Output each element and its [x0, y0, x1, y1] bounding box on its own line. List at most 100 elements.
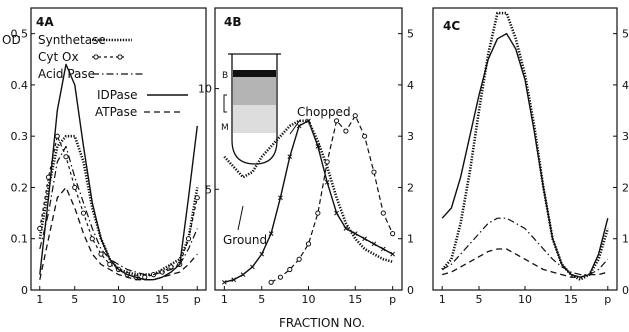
- panel-4b-right-ytick-label: 3: [407, 130, 414, 143]
- panel-4a-series: [37, 63, 200, 281]
- panel-4b-series-3-point: [380, 210, 386, 216]
- legend-atpase-label: ATPase: [95, 105, 137, 119]
- panel-4b-series-3-point: [390, 231, 396, 237]
- panel-4b-series-2-point: [343, 226, 349, 231]
- panel-4a-ytick-label: 0.2: [11, 181, 29, 194]
- panel-4b-right-ytick-label: 0: [407, 284, 414, 297]
- panel-4b-xtick-label: p: [389, 293, 396, 306]
- panel-4b-series-3-point: [268, 279, 274, 285]
- panel-4a-ytick-label: 0.3: [11, 130, 29, 143]
- panel-4a-acid-pase-line: [39, 145, 198, 276]
- panel-4b-series-2-point: [315, 144, 321, 149]
- legend-idpase-label: IDPase: [97, 88, 137, 102]
- annotation-chopped-pointer: [289, 119, 301, 135]
- panel-4c-xtick-label: 1: [439, 293, 446, 306]
- panel-4a-xtick-label: 1: [36, 293, 43, 306]
- panel-4a-cyt-ox-point: [54, 133, 60, 139]
- panel-4a-ytick-label: 0.4: [11, 79, 29, 92]
- panel-4a-xtick-label: 15: [155, 293, 169, 306]
- panel-4b-series-3-point: [287, 266, 293, 273]
- panel-4b-series-2-point: [278, 195, 283, 201]
- panel-4a-xtick-label: 10: [112, 293, 126, 306]
- panel-4a-yticks: 0 0.1 0.2 0.3 0.4 0.5: [11, 28, 35, 297]
- panel-4b-series-2-point: [296, 123, 302, 129]
- panel-4a-xtick-label: 5: [71, 293, 78, 306]
- panel-4b-left-ytick-label: 10: [198, 83, 212, 96]
- annotation-ground: Ground: [223, 233, 267, 247]
- panel-4c-ytick-label: 5: [622, 28, 629, 41]
- panel-4b-series-3-point: [305, 241, 312, 247]
- panel-4c-xticks: 1 5 10 15 p: [439, 286, 611, 306]
- panel-4b-label: 4B: [224, 15, 242, 29]
- panel-4c-series-3-line: [441, 217, 609, 276]
- panel-4b-left-yticks: 5 10: [198, 83, 219, 196]
- panel-4a-xticks: 1 5 10 15 p: [36, 286, 201, 306]
- panel-4a-cyt-ox-point: [37, 225, 43, 232]
- panel-4c-xtick-label: 5: [476, 293, 483, 306]
- panel-4c-label: 4C: [443, 19, 460, 33]
- panel-4c-xtick-label: 10: [518, 293, 532, 306]
- panel-4b-series-2-point: [352, 231, 358, 236]
- panel-4b-series-2-point: [259, 251, 265, 257]
- panel-4b-xtick-label: 5: [258, 293, 265, 306]
- panel-4b-series-3-point: [277, 274, 284, 280]
- panel-4b-series-3-point: [352, 113, 358, 119]
- panel-4b-series-2-point: [380, 246, 386, 252]
- panel-4b-series-3-point: [371, 169, 377, 175]
- tube-gradient-light: [233, 105, 276, 133]
- panel-4b-series-2-point: [306, 118, 311, 124]
- panel-4b-right-ytick-label: 2: [407, 181, 414, 194]
- panel-4a-atpase-line: [39, 186, 198, 281]
- panel-4b-left-ytick-label: 5: [205, 183, 212, 196]
- panel-4b-xtick-label: 15: [348, 293, 362, 306]
- panel-4a-cyt-ox-line: [39, 135, 198, 278]
- inset-label-m: M: [221, 123, 229, 133]
- panel-4b-series-2-point: [390, 251, 396, 257]
- panel-4a: 4A OD 00.10.20.30.40.5 1 5 10 15 p Synthetas…: [2, 7, 207, 306]
- panel-4b-series-2-point: [250, 264, 255, 270]
- panel-4b-series-2-point: [287, 154, 293, 160]
- panel-4c-xtick-label: p: [604, 293, 611, 306]
- panel-4a-cyt-ox-point: [194, 195, 200, 201]
- panel-4c-xtick-label: 15: [564, 293, 578, 306]
- panel-4b-series-2-point: [240, 272, 246, 277]
- panel-4b-series-3-point: [296, 256, 302, 262]
- legend-cyt-ox-label: Cyt Ox: [38, 50, 79, 64]
- panel-4b-series-3-point: [362, 133, 368, 139]
- panel-4b-right-ytick-label: 1: [407, 233, 414, 246]
- panel-4a-cyt-ox-point: [72, 184, 78, 191]
- legend-acid-pase-label: Acid Pase: [38, 67, 95, 81]
- tube-band-b: [233, 70, 276, 77]
- annotation-ground-pointer: [237, 205, 244, 231]
- panel-4a-label: 4A: [36, 15, 54, 29]
- panel-4b-series-2-point: [231, 277, 237, 283]
- panel-4b-series-2-point: [362, 236, 367, 242]
- panel-4c-ytick-label: 3: [622, 130, 629, 143]
- panel-4a-ytick-label: 0.1: [11, 233, 29, 246]
- annotation-chopped: Chopped: [297, 105, 351, 119]
- panel-4b-right-yticks: 0 1 2 3 4 5: [398, 28, 414, 297]
- legend-synthetase-label: Synthetase: [38, 33, 106, 47]
- x-axis-title: FRACTION NO.: [279, 316, 365, 330]
- legend-cyt-ox-sample-marker: [117, 54, 123, 60]
- panel-4a-cyt-ox-point: [80, 210, 87, 216]
- centrifuge-tube-inset: B M: [221, 53, 281, 165]
- panel-4a-idpase-line: [39, 63, 198, 281]
- panel-4a-cyt-ox-point: [89, 236, 95, 242]
- panel-4b-right-ytick-label: 5: [407, 28, 414, 41]
- panel-4b-series-2-point: [268, 231, 274, 236]
- panel-4a-xtick-label: p: [194, 293, 201, 306]
- panel-4a-cyt-ox-point: [107, 261, 113, 267]
- inset-label-b: B: [222, 71, 228, 81]
- panel-4c-series-4-line: [442, 248, 608, 278]
- panel-4b-series-3-point: [343, 128, 349, 134]
- panel-4b-series: [221, 113, 396, 285]
- panel-4c-series: [441, 11, 610, 282]
- panel-4b-series-3-point: [324, 159, 330, 165]
- panel-4c-ytick-label: 4: [622, 79, 629, 92]
- panel-4a-ytick-label: 0: [21, 284, 28, 297]
